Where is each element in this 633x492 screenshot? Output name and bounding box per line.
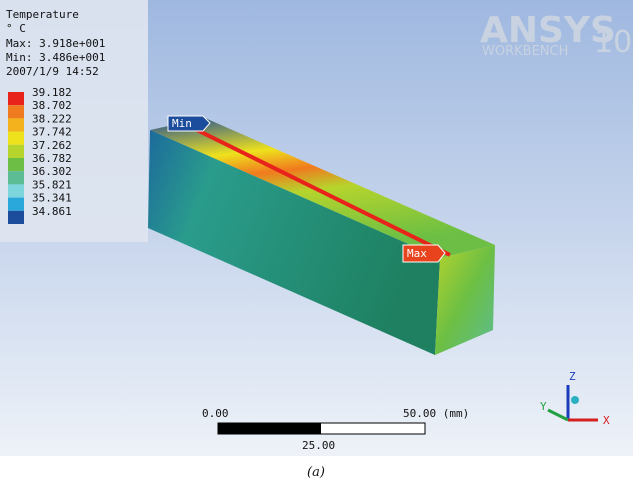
logo-version: 10.0 xyxy=(594,25,633,60)
triad-ball xyxy=(571,396,579,404)
legend-level: 35.821 xyxy=(32,178,72,191)
legend-level: 38.222 xyxy=(32,112,72,125)
x-label: X xyxy=(603,414,610,427)
viewport: Temperature ° C Max: 3.918e+001 Min: 3.4… xyxy=(0,0,633,488)
legend-swatch xyxy=(8,158,24,171)
legend-swatch xyxy=(8,198,24,211)
legend-title: Temperature xyxy=(6,8,79,21)
legend-level: 36.302 xyxy=(32,165,72,178)
legend-level: 34.861 xyxy=(32,205,72,218)
legend-date: 2007/1/9 14:52 xyxy=(6,65,99,78)
min-probe-label: Min xyxy=(172,117,192,130)
scale-end: 50.00 (mm) xyxy=(403,407,469,420)
legend-max: Max: 3.918e+001 xyxy=(6,37,105,50)
legend-level: 38.702 xyxy=(32,99,72,112)
z-label: Z xyxy=(569,370,576,383)
legend-swatch xyxy=(8,171,24,184)
legend-min: Min: 3.486e+001 xyxy=(6,51,105,64)
max-probe-label: Max xyxy=(407,247,427,260)
scale-bar-half xyxy=(218,423,321,434)
legend-swatch xyxy=(8,105,24,118)
legend-swatch xyxy=(8,145,24,158)
legend-swatch xyxy=(8,132,24,145)
legend-swatch xyxy=(8,92,24,105)
legend-level: 39.182 xyxy=(32,86,72,99)
legend-unit: ° C xyxy=(6,22,26,35)
scale-middle: 25.00 xyxy=(302,439,335,452)
legend-level: 35.341 xyxy=(32,192,72,205)
legend-swatch xyxy=(8,211,24,224)
legend-level: 37.262 xyxy=(32,139,72,152)
logo-product: WORKBENCH xyxy=(482,44,568,59)
scale-start: 0.00 xyxy=(202,407,229,420)
legend-swatch xyxy=(8,118,24,131)
legend-level: 37.742 xyxy=(32,126,72,139)
page: Temperature ° C Max: 3.918e+001 Min: 3.4… xyxy=(0,0,633,488)
legend-swatch xyxy=(8,184,24,197)
y-label: Y xyxy=(540,400,547,413)
caption: (a) xyxy=(307,465,325,480)
legend-level: 36.782 xyxy=(32,152,72,165)
